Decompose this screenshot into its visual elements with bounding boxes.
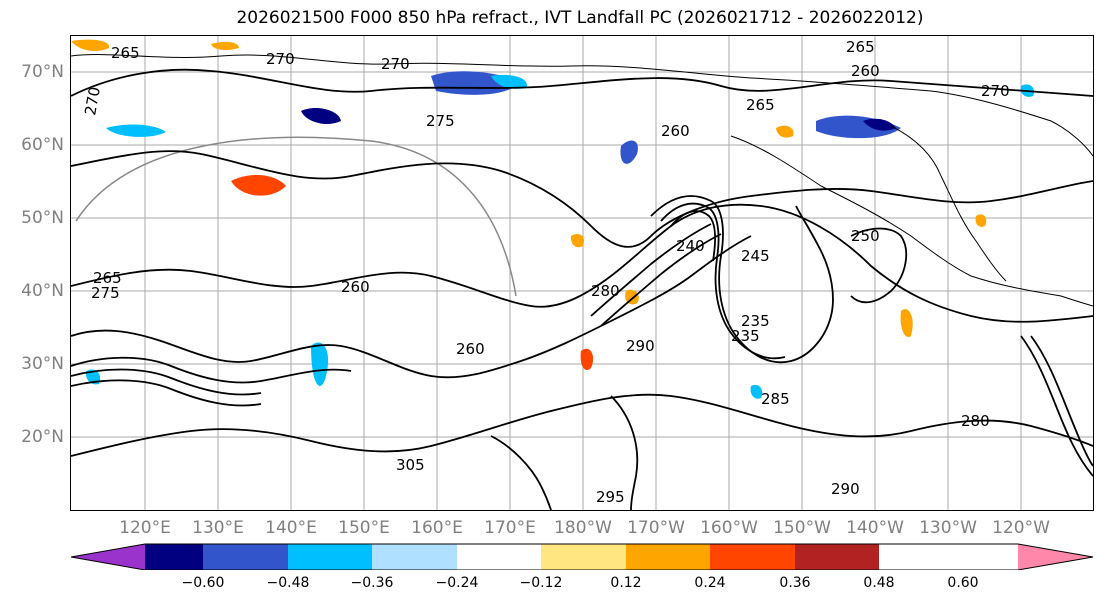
contour-label: 265 — [746, 96, 775, 114]
lon-label-130e: 130°E — [192, 518, 244, 538]
colorbar-segment — [626, 544, 710, 570]
lon-label-120e: 120°E — [119, 518, 171, 538]
colorbar-tick-label: −0.36 — [350, 575, 394, 591]
colorbar-segment — [288, 544, 372, 570]
colorbar-tick-label: −0.48 — [266, 575, 310, 591]
colorbar-segment — [795, 544, 879, 570]
anomaly-fills — [71, 39, 1035, 399]
lat-label-70n: 70°N — [21, 62, 64, 82]
contour-label: 305 — [396, 456, 425, 474]
lon-label-170w: 170°W — [627, 518, 685, 538]
colorbar-segment — [457, 544, 541, 570]
lat-label-20n: 20°N — [21, 427, 64, 447]
colorbar — [70, 543, 1094, 570]
contour-label: 270 — [381, 55, 410, 73]
contour-label: 275 — [426, 112, 455, 130]
landfall-circle — [75, 136, 517, 297]
lon-label-160e: 160°E — [411, 518, 463, 538]
lon-label-150e: 150°E — [338, 518, 390, 538]
colorbar-tick-label: −0.24 — [435, 575, 479, 591]
contour-label: 260 — [456, 340, 485, 358]
lon-label-170e: 170°E — [484, 518, 536, 538]
colorbar-segment — [372, 544, 457, 570]
contour-label: 270 — [81, 85, 104, 116]
contour-label: 270 — [981, 82, 1010, 100]
lon-label-130w: 130°W — [919, 518, 977, 538]
colorbar-extend-high — [1018, 544, 1093, 570]
lon-label-160w: 160°W — [700, 518, 758, 538]
lat-label-60n: 60°N — [21, 135, 64, 155]
lon-label-140e: 140°E — [265, 518, 317, 538]
plot-title: 2026021500 F000 850 hPa refract., IVT La… — [236, 8, 924, 28]
contour-label: 260 — [851, 62, 880, 80]
contour-label: 265 — [111, 44, 140, 62]
lat-label-40n: 40°N — [21, 281, 64, 301]
lon-label-140w: 140°W — [846, 518, 904, 538]
colorbar-extend-low — [71, 544, 145, 570]
contour-label: 275 — [91, 284, 120, 302]
colorbar-segment — [710, 544, 795, 570]
colorbar-outline — [70, 543, 1094, 570]
contour-label: 260 — [661, 122, 690, 140]
colorbar-segment — [203, 544, 288, 570]
contour-label: 240 — [676, 237, 705, 255]
contour-label: 235 — [731, 327, 760, 345]
colorbar-segment — [145, 544, 203, 570]
contour-lines — [71, 68, 1093, 510]
contour-label: 265 — [846, 38, 875, 56]
contour-label: 280 — [961, 412, 990, 430]
lon-label-150w: 150°W — [773, 518, 831, 538]
lat-label-50n: 50°N — [21, 208, 64, 228]
graticule — [71, 36, 1093, 510]
contour-label: 250 — [851, 227, 880, 245]
contour-label: 295 — [596, 488, 625, 506]
contour-label: 235 — [741, 312, 770, 330]
contour-label: 285 — [761, 390, 790, 408]
map-panel: 265 270 270 275 265 260 265 270 260 260 … — [70, 35, 1094, 511]
lon-label-180w: 180°W — [554, 518, 612, 538]
colorbar-tick-label: 0.24 — [694, 575, 726, 591]
colorbar-tick-label: 0.60 — [947, 575, 979, 591]
colorbar-tick-label: −0.60 — [181, 575, 225, 591]
contour-label: 290 — [626, 337, 655, 355]
contour-label: 270 — [266, 50, 295, 68]
colorbar-tick-label: 0.48 — [863, 575, 895, 591]
colorbar-tick-label: 0.36 — [779, 575, 811, 591]
lat-label-30n: 30°N — [21, 354, 64, 374]
lon-label-120w: 120°W — [992, 518, 1050, 538]
map-svg: 265 270 270 275 265 260 265 270 260 260 … — [71, 36, 1093, 510]
contour-label: 260 — [341, 278, 370, 296]
contour-label: 290 — [831, 480, 860, 498]
contour-label: 245 — [741, 247, 770, 265]
contour-label: 265 — [93, 269, 122, 287]
colorbar-segment — [541, 544, 626, 570]
contour-label: 280 — [591, 282, 620, 300]
colorbar-tick-label: 0.12 — [610, 575, 642, 591]
coastlines — [71, 54, 1093, 307]
colorbar-tick-label: −0.12 — [519, 575, 563, 591]
